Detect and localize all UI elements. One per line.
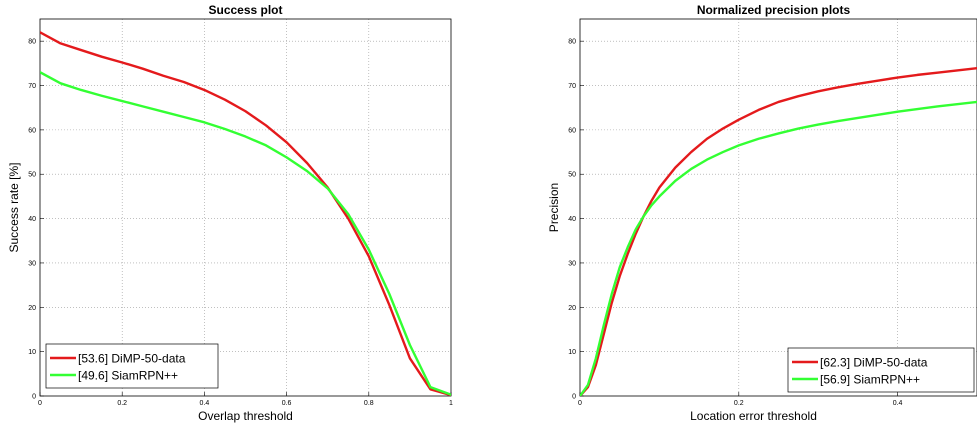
y-tick-label: 30 bbox=[568, 260, 576, 267]
plot-frame bbox=[579, 18, 977, 397]
x-tick-label: 0.2 bbox=[734, 400, 744, 407]
series-line-1 bbox=[40, 31, 451, 396]
x-tick-label: 0 bbox=[578, 400, 582, 407]
y-tick-label: 0 bbox=[32, 394, 36, 401]
legend-entry: [56.9] SiamRPN++ bbox=[820, 373, 920, 387]
y-tick-label: 50 bbox=[28, 172, 36, 179]
x-axis-label: Location error threshold bbox=[690, 409, 817, 423]
y-tick-label: 10 bbox=[568, 349, 576, 356]
y-tick-label: 30 bbox=[28, 260, 36, 267]
x-tick-label: 1 bbox=[449, 400, 453, 407]
chart-2: 0 0.2 0.4 0 10 20 30 40 50 60 70 80 Normalized preci… bbox=[547, 3, 977, 423]
y-tick-label: 20 bbox=[28, 305, 36, 312]
y-axis-label: Precision bbox=[547, 183, 561, 232]
y-tick-label: 0 bbox=[572, 394, 576, 401]
legend-box bbox=[787, 347, 975, 393]
plot-frame bbox=[39, 18, 452, 397]
y-tick-label: 60 bbox=[28, 127, 36, 134]
legend-box bbox=[45, 343, 219, 389]
y-tick-label: 60 bbox=[568, 127, 576, 134]
x-tick-label: 0.6 bbox=[282, 400, 292, 407]
y-axis-label: Success rate [%] bbox=[7, 162, 21, 252]
legend: [53.6] DiMP-50-data [49.6] SiamRPN++ bbox=[45, 343, 219, 389]
x-tick-label: 0.8 bbox=[364, 400, 374, 407]
x-tick-label: 0.2 bbox=[117, 400, 127, 407]
x-tick-label: 0 bbox=[38, 400, 42, 407]
chart-title: Success plot bbox=[208, 3, 282, 17]
x-tick-label: 0.4 bbox=[893, 400, 903, 407]
x-axis-label: Overlap threshold bbox=[198, 409, 293, 423]
series-line-1 bbox=[580, 67, 977, 396]
y-tick-label: 40 bbox=[568, 216, 576, 223]
legend-entry: [62.3] DiMP-50-data bbox=[820, 356, 928, 370]
legend-entry: [49.6] SiamRPN++ bbox=[78, 369, 178, 383]
y-tick-label: 80 bbox=[28, 39, 36, 46]
y-tick-label: 40 bbox=[28, 216, 36, 223]
y-tick-label: 10 bbox=[28, 349, 36, 356]
series-line-2 bbox=[580, 100, 977, 396]
legend-entry: [53.6] DiMP-50-data bbox=[78, 352, 186, 366]
y-tick-label: 70 bbox=[568, 83, 576, 90]
x-tick-label: 0.4 bbox=[200, 400, 210, 407]
y-tick-label: 20 bbox=[568, 305, 576, 312]
chart-title: Normalized precision plots bbox=[697, 3, 851, 17]
y-tick-label: 50 bbox=[568, 172, 576, 179]
series-line-2 bbox=[40, 71, 451, 396]
y-tick-label: 80 bbox=[568, 39, 576, 46]
y-tick-label: 70 bbox=[28, 83, 36, 90]
legend: [62.3] DiMP-50-data [56.9] SiamRPN++ bbox=[787, 347, 975, 393]
